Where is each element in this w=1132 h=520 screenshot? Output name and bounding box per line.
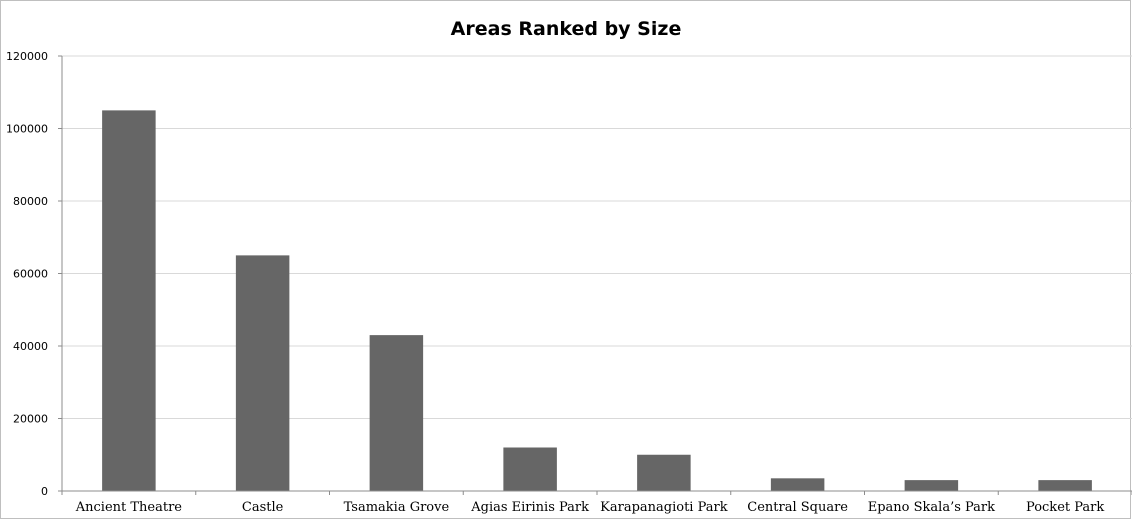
x-tick-label: Pocket Park [1026,500,1104,515]
y-tick-label: 120000 [6,50,48,63]
y-tick-label: 80000 [13,195,48,208]
x-tick-label: Castle [242,500,284,515]
y-tick-label: 0 [41,485,48,498]
bar [102,110,156,491]
bars [102,110,1092,491]
axes [61,56,1132,495]
bar [1038,480,1092,491]
y-tick-label: 40000 [13,340,48,353]
bar [770,478,825,491]
x-tick-label: Tsamakia Grove [344,500,450,515]
bar [369,335,424,491]
bar [904,480,959,491]
gridlines [62,55,1132,419]
x-tick-label: Agias Eirinis Park [470,500,589,515]
y-tick-label: 100000 [6,123,48,136]
x-axis-tick-labels: Ancient Theatre Castle Tsamakia Grove Agias… [75,500,1105,515]
bar [235,255,290,491]
x-tick-label: Ancient Theatre [75,500,183,515]
bar [503,447,557,491]
x-tick-label: Karapanagioti Park [600,500,728,515]
y-tick-label: 60000 [13,268,48,281]
x-tick-label: Epano Skala’s Park [868,500,995,515]
y-tick-label: 20000 [13,413,48,426]
bar [637,454,691,491]
chart-title: Areas Ranked by Size [450,18,682,40]
x-tick-label: Central Square [747,500,848,515]
y-axis-tick-labels: 0 20000 40000 60000 80000 100000 120000 [6,50,62,498]
